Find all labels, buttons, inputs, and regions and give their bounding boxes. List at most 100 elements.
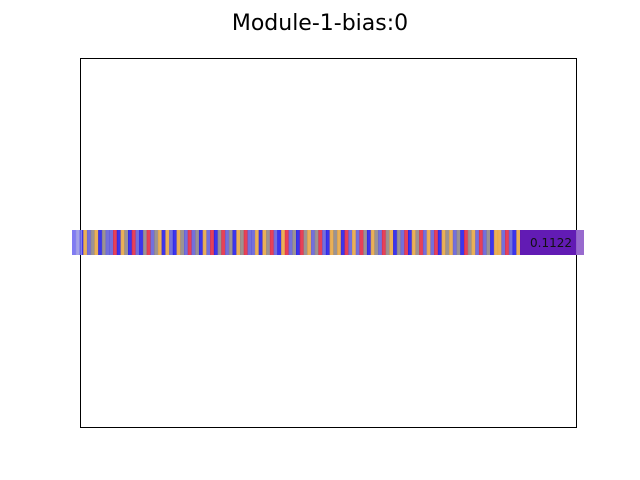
strip-band: [475, 230, 480, 255]
strip-band: [240, 230, 245, 255]
strip-band: [396, 230, 402, 255]
strip-band: [75, 230, 81, 255]
color-strip: [72, 230, 521, 255]
strip-band: [228, 230, 234, 255]
strip-band: [288, 230, 293, 255]
strip-band: [292, 230, 297, 255]
strip-band: [90, 230, 95, 255]
strip-band: [221, 230, 226, 255]
strip-band: [464, 230, 469, 255]
strip-band: [512, 230, 517, 255]
strip-band: [490, 230, 495, 255]
strip-band: [352, 230, 357, 255]
strip-band: [83, 230, 88, 255]
strip-band: [505, 230, 510, 255]
strip-band: [404, 230, 409, 255]
strip-band: [434, 230, 439, 255]
strip-band: [467, 230, 473, 255]
strip-band: [109, 230, 114, 255]
strip-band: [426, 230, 431, 255]
strip-band: [516, 230, 521, 255]
strip-band: [344, 230, 349, 255]
strip-band: [101, 230, 107, 255]
strip-band: [310, 230, 316, 255]
strip-band: [299, 230, 305, 255]
strip-band: [497, 230, 502, 255]
strip-band: [195, 230, 200, 255]
strip-band: [456, 230, 461, 255]
strip-band: [213, 230, 219, 255]
strip-band: [281, 230, 286, 255]
strip-band: [411, 230, 417, 255]
strip-band: [172, 230, 178, 255]
strip-band: [333, 230, 338, 255]
strip-band: [363, 230, 368, 255]
strip-band: [296, 230, 301, 255]
strip-band: [124, 230, 129, 255]
strip-band: [419, 230, 424, 255]
strip-band: [277, 230, 282, 255]
strip-end-block: [520, 230, 584, 255]
strip-band: [251, 230, 256, 255]
strip-band: [161, 230, 166, 255]
strip-band: [165, 230, 170, 255]
strip-band: [146, 230, 151, 255]
strip-band: [139, 230, 144, 255]
strip-band: [322, 230, 327, 255]
strip-band: [210, 230, 215, 255]
strip-band: [142, 230, 148, 255]
strip-band: [482, 230, 487, 255]
strip-band: [176, 230, 181, 255]
strip-band: [247, 230, 252, 255]
strip-band: [120, 230, 125, 255]
strip-band: [340, 230, 346, 255]
strip-band: [184, 230, 189, 255]
strip-band: [359, 230, 364, 255]
strip-band: [460, 230, 465, 255]
strip-end-fade-left: [72, 230, 82, 255]
strip-band: [389, 230, 394, 255]
strip-band: [381, 230, 387, 255]
strip-band: [191, 230, 196, 255]
strip-band: [493, 230, 499, 255]
strip-band: [422, 230, 428, 255]
strip-band: [318, 230, 323, 255]
strip-band: [131, 230, 137, 255]
strip-band: [236, 230, 241, 255]
strip-band: [385, 230, 390, 255]
strip-band: [94, 230, 99, 255]
strip-band: [452, 230, 458, 255]
strip-band: [348, 230, 353, 255]
strip-band: [449, 230, 454, 255]
strip-band: [269, 230, 275, 255]
chart-title: Module-1-bias:0: [232, 11, 408, 36]
strip-band: [486, 230, 491, 255]
strip-band: [266, 230, 271, 255]
strip-band: [232, 230, 237, 255]
strip-band: [307, 230, 312, 255]
strip-band: [206, 230, 211, 255]
strip-band: [98, 230, 103, 255]
strip-band: [150, 230, 155, 255]
strip-band: [471, 230, 476, 255]
strip-band: [180, 230, 185, 255]
strip-band: [329, 230, 334, 255]
strip-band: [157, 230, 163, 255]
strip-band: [202, 230, 207, 255]
strip-band: [105, 230, 110, 255]
strip-band: [303, 230, 308, 255]
strip-end-label: 0.1122: [530, 236, 572, 250]
strip-band: [314, 230, 319, 255]
strip-band: [441, 230, 446, 255]
strip-band: [217, 230, 222, 255]
strip-band: [430, 230, 435, 255]
strip-band: [437, 230, 443, 255]
strip-band: [366, 230, 372, 255]
strip-band: [169, 230, 174, 255]
strip-band: [393, 230, 398, 255]
strip-band: [113, 230, 118, 255]
strip-band: [508, 230, 514, 255]
strip-band: [415, 230, 420, 255]
strip-band: [243, 230, 249, 255]
